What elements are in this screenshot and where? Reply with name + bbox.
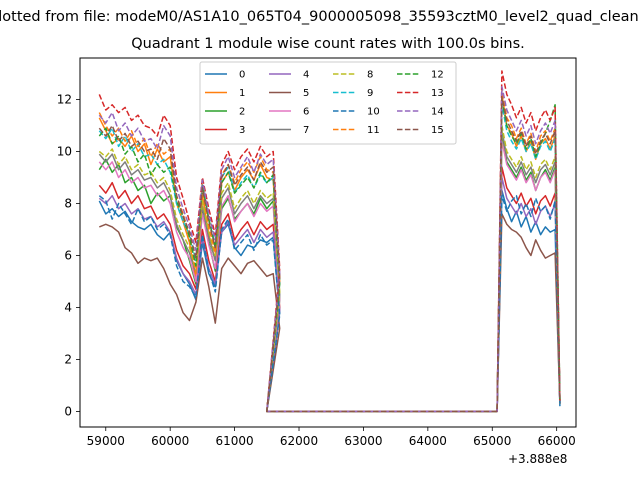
figure-suptitle: Plotted from file: modeM0/AS1A10_065T04_…	[0, 9, 640, 25]
legend-label-3: 3	[239, 125, 245, 136]
series-line-8	[98, 124, 561, 413]
x-tick-label: 59000	[87, 434, 125, 448]
x-axis: 59000 60000 61000 62000 63000 64000 65000 66000	[87, 427, 576, 448]
x-tick-label: 62000	[280, 434, 318, 448]
series-line-5	[99, 213, 561, 413]
legend-box	[199, 61, 457, 145]
legend-label-1: 1	[239, 88, 245, 99]
y-tick-label: 12	[57, 93, 72, 107]
x-tick-label: 65000	[473, 434, 511, 448]
legend-label-8: 8	[367, 70, 373, 81]
legend-label-9: 9	[367, 88, 373, 99]
legend-label-11: 11	[367, 125, 380, 136]
plot-series	[98, 70, 561, 413]
legend-label-6: 6	[303, 107, 309, 118]
y-tick-label: 8	[64, 197, 72, 211]
series-line-9	[98, 104, 561, 413]
legend-label-4: 4	[303, 70, 309, 81]
plot-frame	[79, 57, 577, 428]
series-line-14	[98, 85, 561, 413]
series-line-15	[98, 96, 561, 413]
series-line-0	[98, 189, 561, 413]
x-tick-label: 61000	[216, 434, 254, 448]
series-line-12	[98, 98, 561, 413]
legend-label-7: 7	[303, 125, 309, 136]
x-tick-label: 66000	[538, 434, 576, 448]
series-line-2	[98, 132, 561, 413]
chart-title: Quadrant 1 module wise count rates with …	[131, 36, 525, 52]
legend-label-5: 5	[303, 88, 309, 99]
series-line-13	[98, 70, 561, 413]
legend-label-14: 14	[431, 107, 444, 118]
legend-label-12: 12	[431, 70, 444, 81]
legend-label-15: 15	[431, 125, 444, 136]
y-tick-label: 2	[64, 352, 72, 366]
series-line-6	[98, 140, 561, 413]
y-tick-label: 10	[57, 145, 72, 159]
series-line-3	[98, 166, 561, 413]
x-tick-label: 64000	[409, 434, 447, 448]
legend-label-0: 0	[239, 70, 245, 81]
series-line-11	[98, 88, 561, 413]
series-line-4	[98, 176, 561, 413]
x-tick-label: 60000	[151, 434, 189, 448]
series-line-10	[98, 194, 561, 413]
y-tick-label: 0	[64, 404, 72, 418]
y-axis: 0 2 4 6 8 10 12	[57, 93, 80, 418]
x-tick-label: 63000	[344, 434, 382, 448]
y-tick-label: 4	[64, 300, 72, 314]
legend-label-2: 2	[239, 107, 245, 118]
legend-label-10: 10	[367, 107, 380, 118]
x-offset-label: +3.888e8	[508, 452, 568, 466]
series-line-7	[98, 130, 561, 413]
y-tick-label: 6	[64, 248, 72, 262]
legend-label-13: 13	[431, 88, 444, 99]
